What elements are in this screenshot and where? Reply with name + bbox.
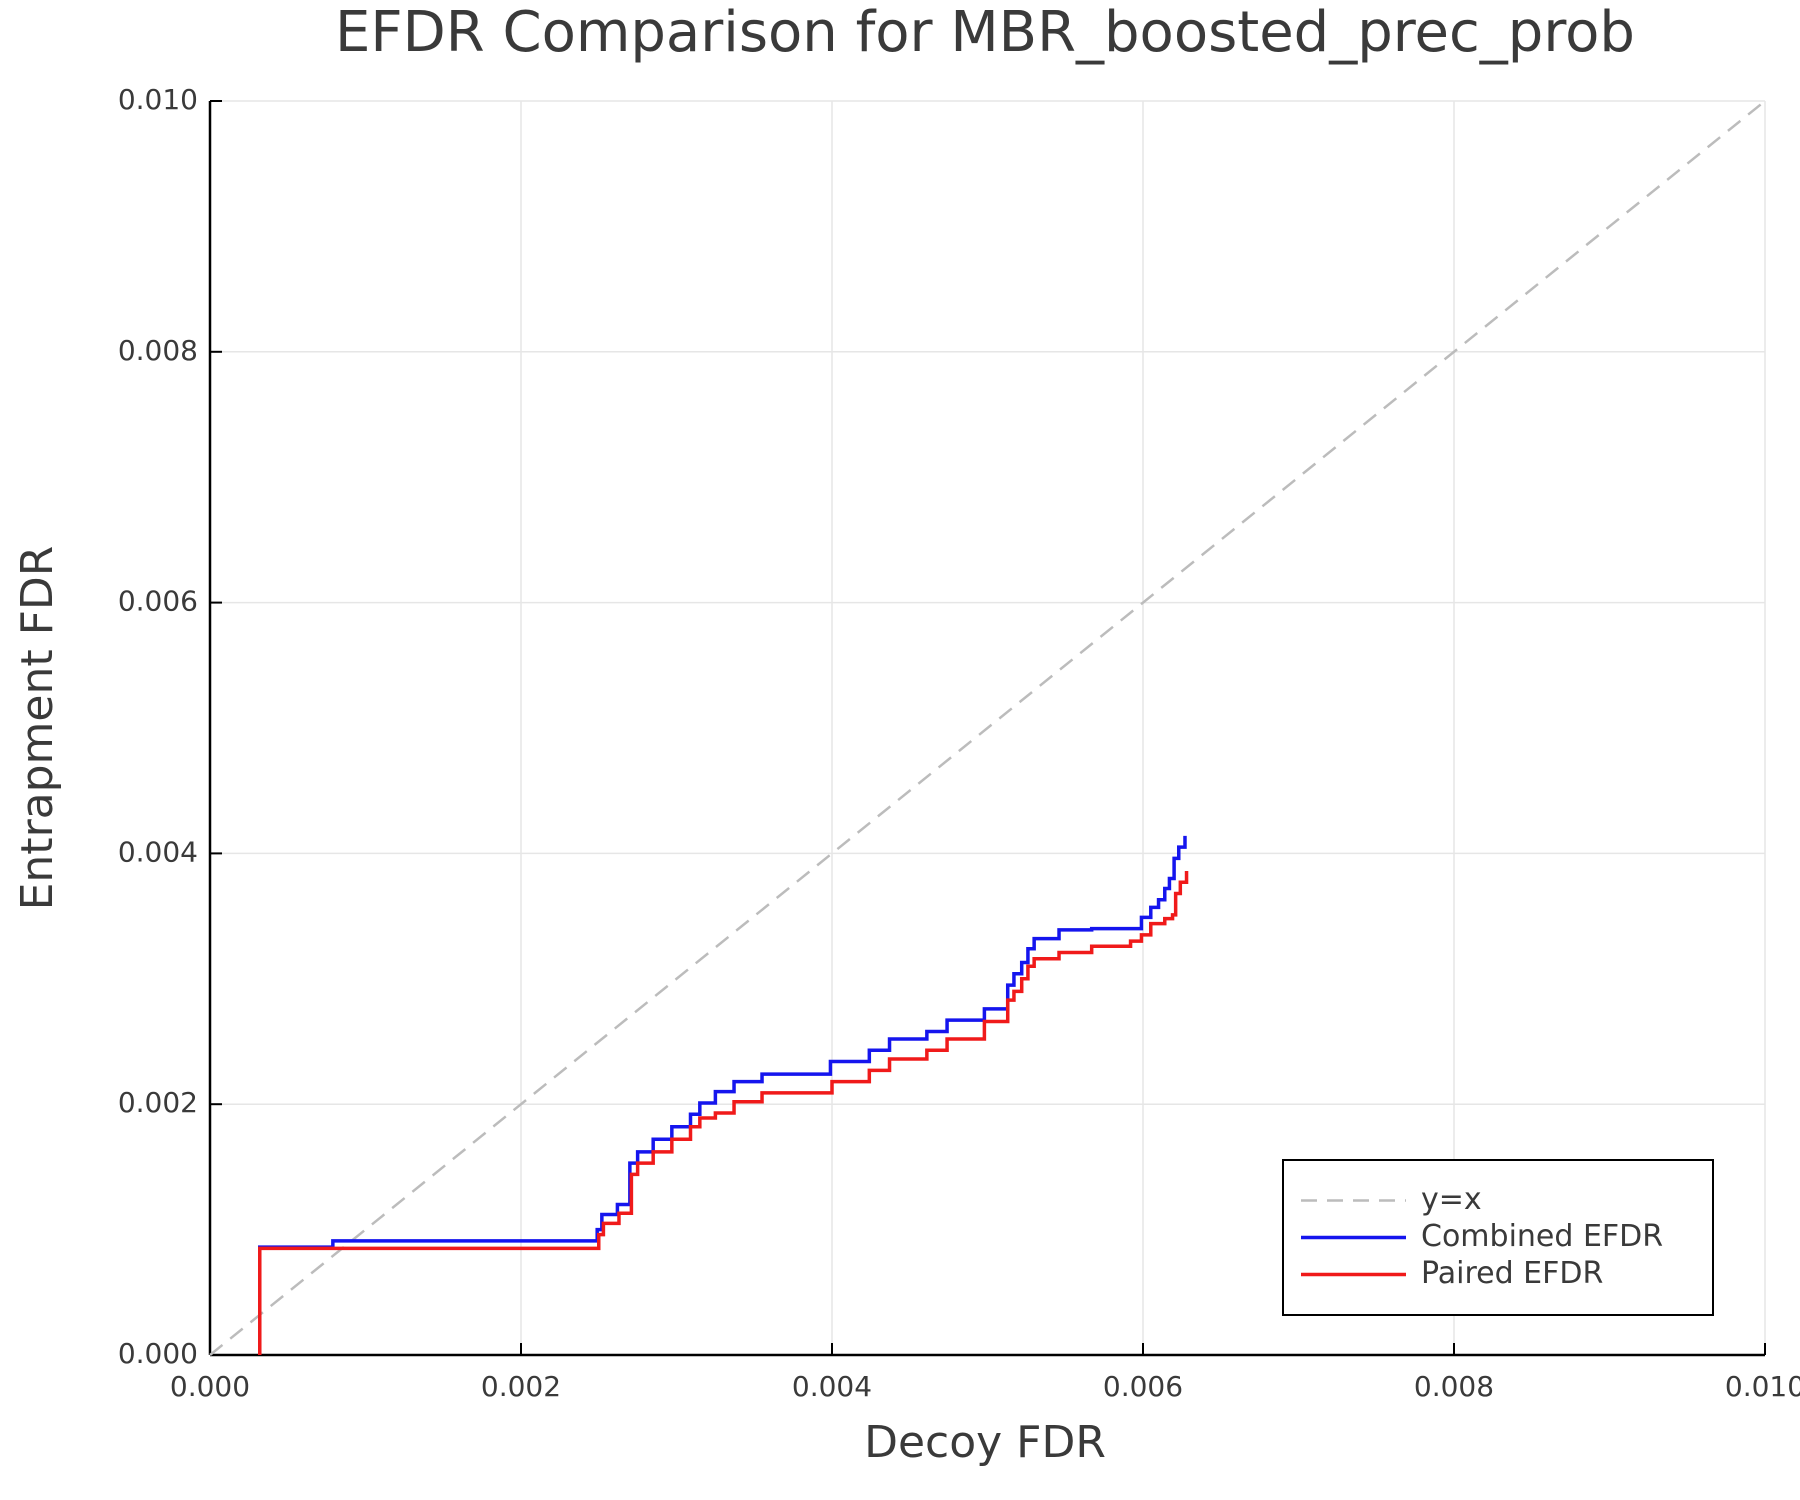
- legend-label: Combined EFDR: [1421, 1219, 1663, 1254]
- x-axis-label: Decoy FDR: [864, 1417, 1106, 1468]
- x-tick-label: 0.006: [1103, 1370, 1183, 1403]
- y-axis-label: Entrapment FDR: [12, 546, 63, 911]
- y-tick-label: 0.004: [118, 835, 198, 868]
- x-tick-label: 0.004: [792, 1370, 872, 1403]
- x-tick-label: 0.010: [1725, 1370, 1800, 1403]
- y-tick-label: 0.006: [118, 585, 198, 618]
- series-line: [209, 100, 1766, 1356]
- x-tick-label: 0.000: [170, 1370, 250, 1403]
- chart-title: EFDR Comparison for MBR_boosted_prec_pro…: [335, 0, 1635, 65]
- y-tick-label: 0.008: [118, 334, 198, 367]
- legend-label: Paired EFDR: [1421, 1256, 1603, 1291]
- y-tick-label: 0.002: [118, 1086, 198, 1119]
- series-line: [258, 835, 1187, 1355]
- legend-label: y=x: [1421, 1182, 1482, 1217]
- x-tick-label: 0.002: [481, 1370, 561, 1403]
- y-tick-label: 0.010: [118, 83, 198, 116]
- x-tick-label: 0.008: [1414, 1370, 1494, 1403]
- series-line: [258, 870, 1189, 1355]
- y-tick-label: 0.000: [118, 1337, 198, 1370]
